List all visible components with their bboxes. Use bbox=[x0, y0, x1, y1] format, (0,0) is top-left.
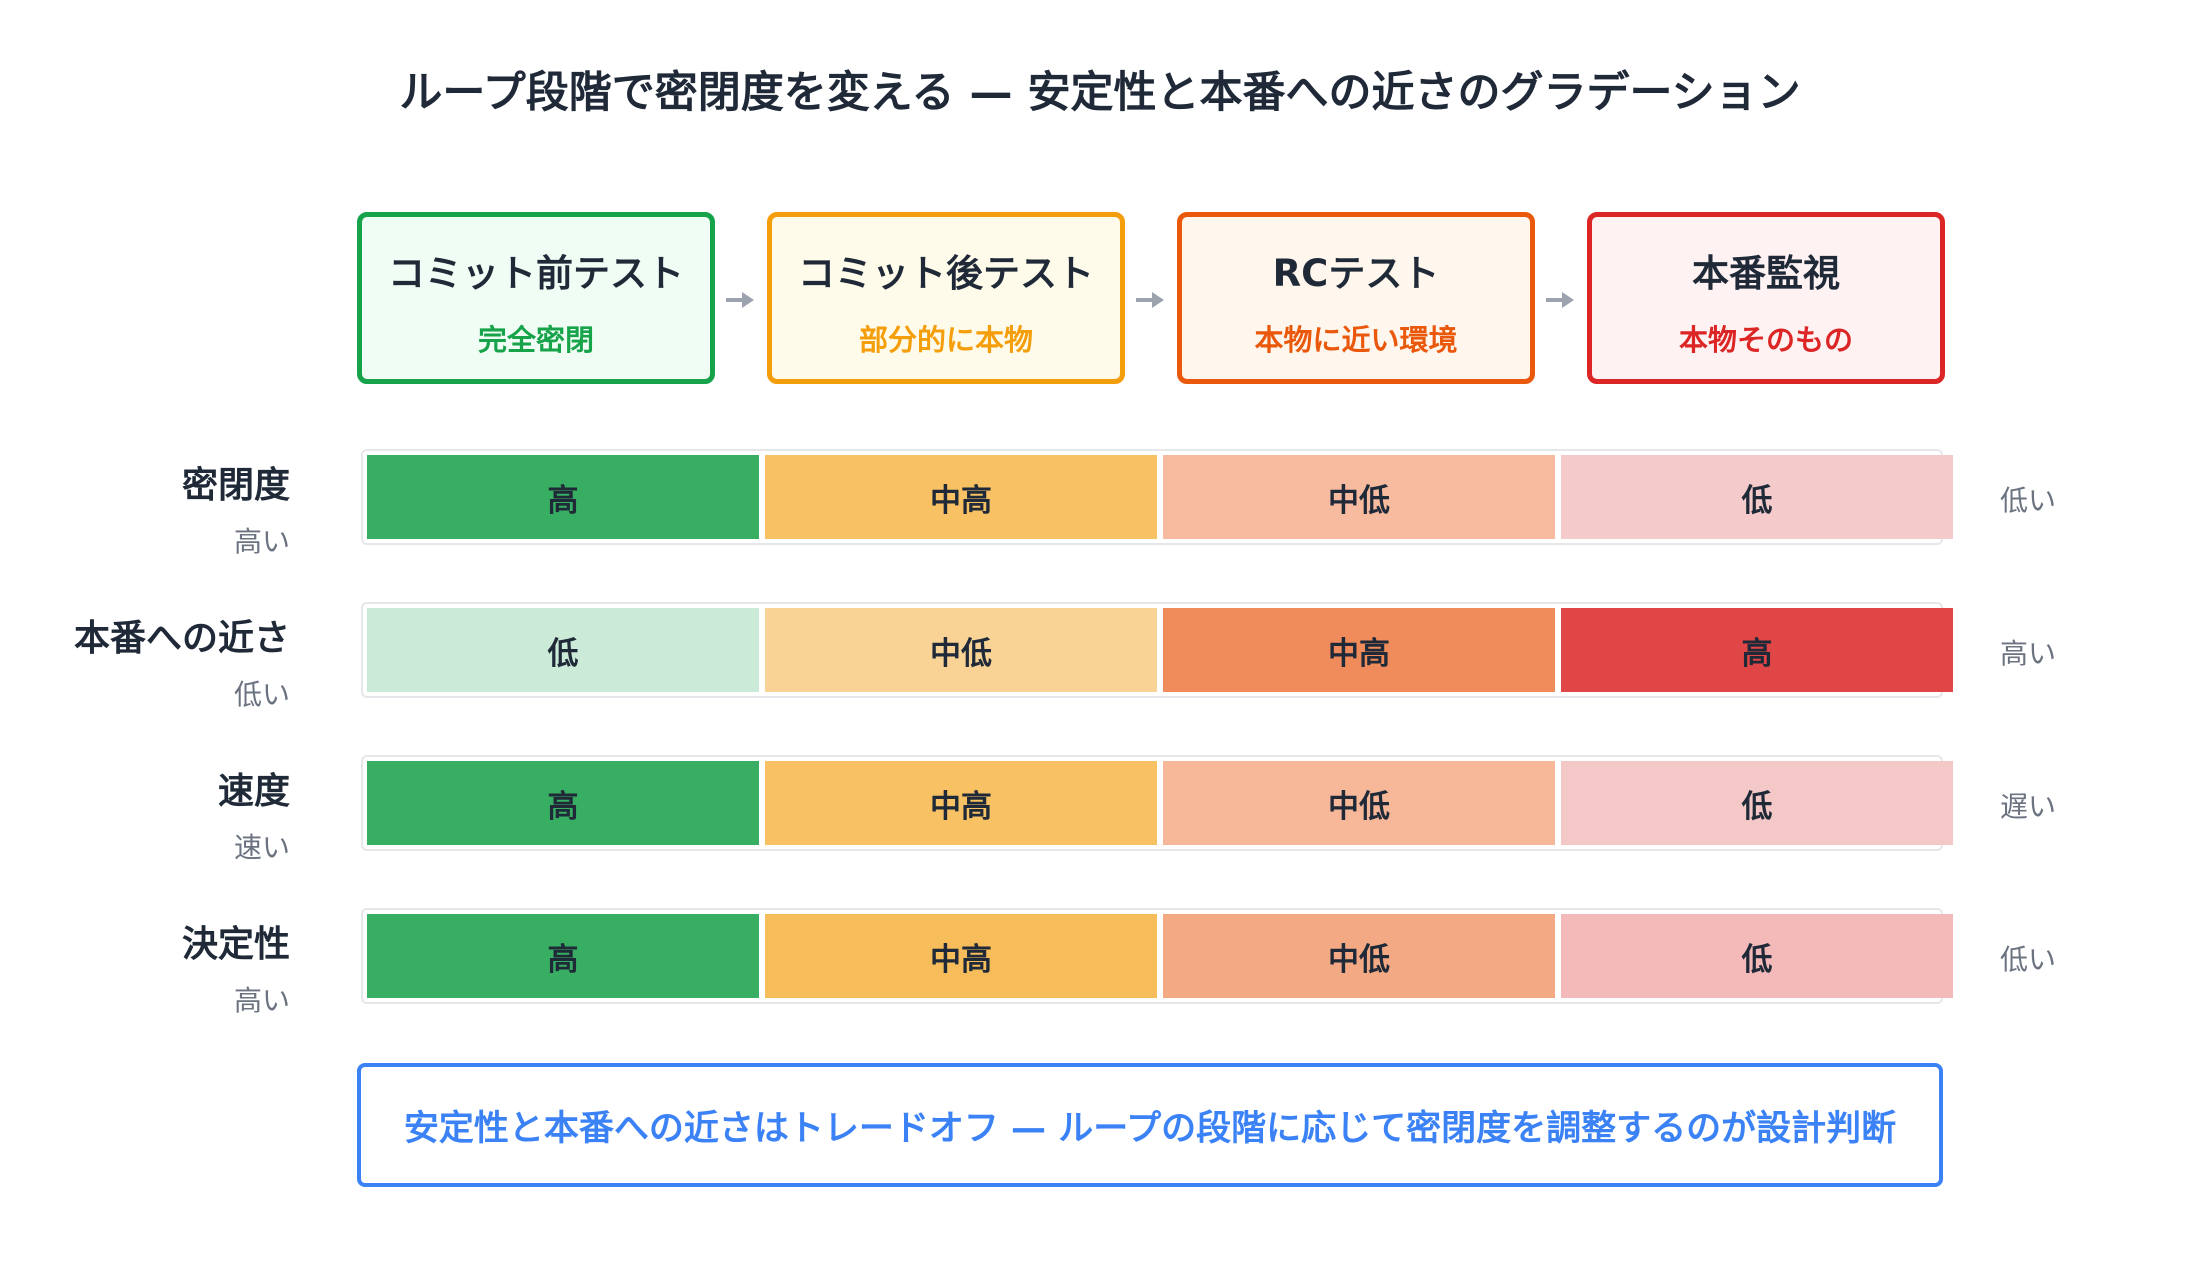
row-label-determinism: 決定性 高い bbox=[0, 915, 290, 1019]
tradeoff-note: 安定性と本番への近さはトレードオフ — ループの段階に応じて密閉度を調整するのが… bbox=[357, 1063, 1943, 1187]
bar-cell: 中低 bbox=[1163, 914, 1555, 998]
row-label-speed: 速度 速い bbox=[0, 762, 290, 866]
stage-production-monitoring: 本番監視 本物そのもの bbox=[1587, 212, 1945, 384]
stage-subtitle: 部分的に本物 bbox=[858, 323, 1033, 357]
bar-cell: 低 bbox=[367, 608, 759, 692]
row-name: 決定性 bbox=[181, 924, 290, 965]
stage-subtitle: 本物そのもの bbox=[1678, 323, 1853, 357]
stage-name: RCテスト bbox=[1272, 252, 1440, 295]
bar-cell: 高 bbox=[1561, 608, 1953, 692]
bar-cell: 高 bbox=[367, 455, 759, 539]
bar-cell: 高 bbox=[367, 761, 759, 845]
stage-pre-commit: コミット前テスト 完全密閉 bbox=[357, 212, 715, 384]
bar-cell: 低 bbox=[1561, 914, 1953, 998]
bar-cell: 低 bbox=[1561, 455, 1953, 539]
stage-subtitle: 完全密閉 bbox=[477, 323, 594, 357]
gradient-bar-production-closeness: 低 中低 中高 高 bbox=[361, 602, 1953, 698]
bar-cell: 中高 bbox=[765, 761, 1157, 845]
bar-cell: 中低 bbox=[1163, 761, 1555, 845]
arrow-right-icon bbox=[1546, 292, 1574, 308]
stage-name: コミット前テスト bbox=[388, 252, 684, 295]
row-name: 本番への近さ bbox=[73, 618, 290, 659]
page-title: ループ段階で密閉度を変える — 安定性と本番への近さのグラデーション bbox=[399, 68, 1801, 118]
row-name: 速度 bbox=[217, 771, 290, 812]
stage-post-commit: コミット後テスト 部分的に本物 bbox=[767, 212, 1125, 384]
bar-cell: 中高 bbox=[765, 914, 1157, 998]
bar-cell: 高 bbox=[367, 914, 759, 998]
row-left-hint: 速い bbox=[233, 831, 290, 864]
stage-name: 本番監視 bbox=[1692, 252, 1840, 295]
row-name: 密閉度 bbox=[181, 465, 290, 506]
row-label-airtightness: 密閉度 高い bbox=[0, 456, 290, 560]
row-right-hint: 高い bbox=[2000, 637, 2057, 670]
stage-subtitle: 本物に近い環境 bbox=[1254, 323, 1458, 357]
row-left-hint: 低い bbox=[233, 678, 290, 711]
bar-cell: 中高 bbox=[1163, 608, 1555, 692]
row-right-hint: 低い bbox=[2000, 484, 2057, 517]
gradient-bar-determinism: 高 中高 中低 低 bbox=[361, 908, 1953, 1004]
row-label-production-closeness: 本番への近さ 低い bbox=[0, 609, 290, 713]
gradient-bar-airtightness: 高 中高 中低 低 bbox=[361, 449, 1953, 545]
row-left-hint: 高い bbox=[233, 525, 290, 558]
gradient-bar-speed: 高 中高 中低 低 bbox=[361, 755, 1953, 851]
stage-name: コミット後テスト bbox=[798, 252, 1094, 295]
arrow-right-icon bbox=[1136, 292, 1164, 308]
bar-cell: 低 bbox=[1561, 761, 1953, 845]
stage-rc-test: RCテスト 本物に近い環境 bbox=[1177, 212, 1535, 384]
row-right-hint: 低い bbox=[2000, 943, 2057, 976]
arrow-right-icon bbox=[726, 292, 754, 308]
bar-cell: 中高 bbox=[765, 455, 1157, 539]
bar-cell: 中低 bbox=[765, 608, 1157, 692]
bar-cell: 中低 bbox=[1163, 455, 1555, 539]
row-right-hint: 遅い bbox=[2000, 790, 2057, 823]
row-left-hint: 高い bbox=[233, 984, 290, 1017]
